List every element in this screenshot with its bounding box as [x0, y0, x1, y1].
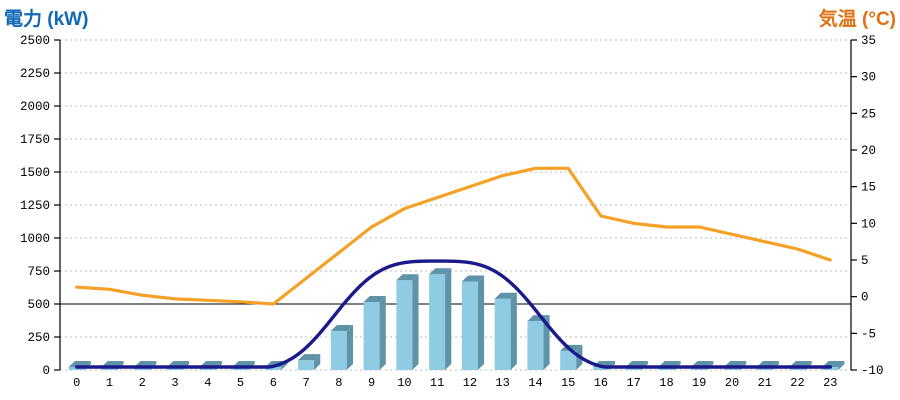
svg-text:-10: -10 — [861, 364, 884, 378]
svg-text:2250: 2250 — [20, 67, 50, 81]
svg-text:20: 20 — [725, 376, 739, 390]
svg-text:9: 9 — [368, 376, 375, 390]
svg-text:17: 17 — [626, 376, 640, 390]
svg-text:2500: 2500 — [20, 34, 50, 48]
svg-text:1500: 1500 — [20, 166, 50, 180]
svg-text:6: 6 — [270, 376, 277, 390]
svg-text:19: 19 — [692, 376, 706, 390]
svg-text:0: 0 — [42, 364, 50, 378]
svg-text:10: 10 — [861, 217, 876, 231]
svg-text:3: 3 — [171, 376, 178, 390]
svg-text:0: 0 — [73, 376, 80, 390]
svg-text:250: 250 — [27, 331, 50, 345]
svg-text:7: 7 — [302, 376, 309, 390]
svg-text:1750: 1750 — [20, 133, 50, 147]
svg-text:14: 14 — [528, 376, 542, 390]
svg-text:18: 18 — [659, 376, 673, 390]
svg-text:1250: 1250 — [20, 199, 50, 213]
svg-text:0: 0 — [861, 291, 869, 305]
svg-text:11: 11 — [430, 376, 444, 390]
svg-text:15: 15 — [861, 181, 876, 195]
svg-text:-5: -5 — [861, 327, 876, 341]
svg-text:30: 30 — [861, 71, 876, 85]
svg-text:8: 8 — [335, 376, 342, 390]
svg-text:1: 1 — [106, 376, 113, 390]
svg-text:500: 500 — [27, 298, 50, 312]
svg-text:20: 20 — [861, 144, 876, 158]
svg-text:4: 4 — [204, 376, 211, 390]
svg-text:25: 25 — [861, 107, 876, 121]
svg-text:5: 5 — [237, 376, 244, 390]
svg-text:21: 21 — [758, 376, 772, 390]
svg-text:13: 13 — [495, 376, 509, 390]
svg-text:2000: 2000 — [20, 100, 50, 114]
svg-text:1000: 1000 — [20, 232, 50, 246]
svg-text:16: 16 — [594, 376, 608, 390]
svg-text:2: 2 — [139, 376, 146, 390]
svg-text:35: 35 — [861, 34, 876, 48]
svg-text:23: 23 — [823, 376, 837, 390]
svg-text:15: 15 — [561, 376, 575, 390]
svg-text:5: 5 — [861, 254, 869, 268]
svg-text:10: 10 — [397, 376, 411, 390]
svg-text:12: 12 — [463, 376, 477, 390]
svg-text:22: 22 — [790, 376, 804, 390]
svg-text:750: 750 — [27, 265, 50, 279]
